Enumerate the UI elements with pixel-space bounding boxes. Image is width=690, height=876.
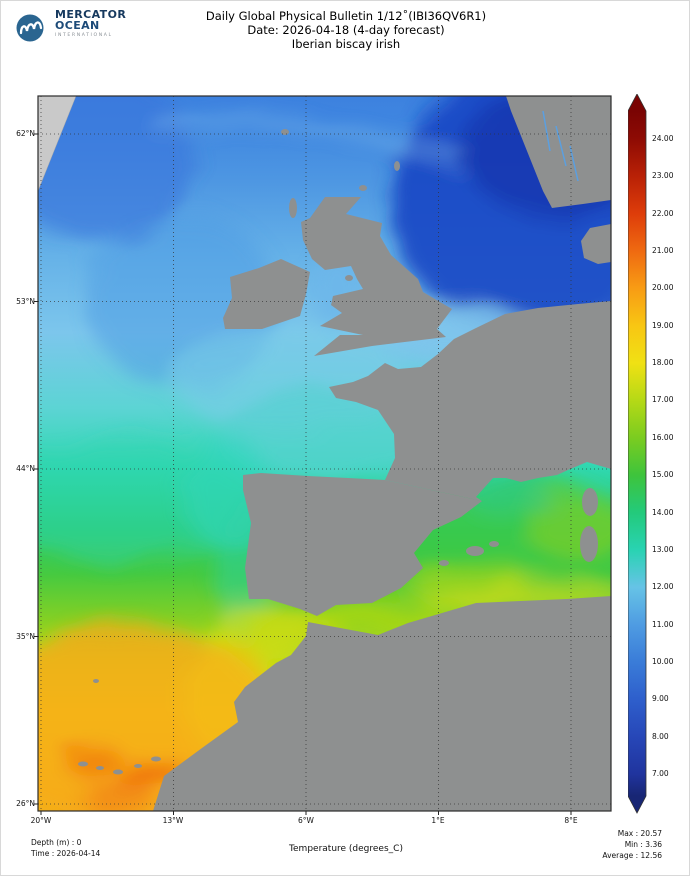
colorbar-tick-labels: 24.00 23.00 22.00 21.00 20.00 19.00 18.00 17.00… bbox=[652, 1, 689, 875]
y-tick-label: 35°N bbox=[16, 632, 35, 641]
variable-label: Temperature (degrees_C) bbox=[289, 844, 403, 854]
title-line-1: Daily Global Physical Bulletin 1/12˚(IBI… bbox=[205, 9, 487, 23]
y-tick-label: 44°N bbox=[16, 464, 35, 473]
colorbar-tick-label: 20.00 bbox=[652, 283, 674, 293]
colorbar-tick-label: 12.00 bbox=[652, 582, 674, 592]
sst-map bbox=[34, 95, 612, 815]
axis-tick-marks bbox=[34, 133, 572, 815]
x-tick-label: 13°W bbox=[162, 816, 184, 825]
colorbar-tick-label: 23.00 bbox=[652, 171, 674, 181]
colorbar bbox=[628, 94, 647, 814]
colorbar-tick-label: 17.00 bbox=[652, 395, 674, 405]
land-norway bbox=[506, 96, 611, 208]
colorbar-tick-label: 8.00 bbox=[652, 731, 669, 741]
colorbar-tick-label: 21.00 bbox=[652, 246, 674, 256]
y-tick-label: 53°N bbox=[16, 297, 35, 306]
colorbar-tick-label: 11.00 bbox=[652, 619, 674, 629]
islands bbox=[78, 129, 598, 775]
min-label: Min : 3.36 bbox=[624, 840, 662, 849]
colorbar-tick-label: 22.00 bbox=[652, 208, 674, 218]
colorbar-tick-label: 7.00 bbox=[652, 768, 669, 778]
x-tick-label: 20°W bbox=[30, 816, 52, 825]
title-line-2: Date: 2026-04-18 (4-day forecast) bbox=[247, 23, 445, 37]
mercator-wave-icon bbox=[16, 14, 44, 42]
land-ireland bbox=[223, 259, 310, 329]
land-north-africa bbox=[153, 596, 611, 811]
brand-line-3: INTERNATIONAL bbox=[55, 33, 113, 38]
landmasses bbox=[78, 96, 611, 811]
colorbar-tick-label: 14.00 bbox=[652, 507, 674, 517]
y-tick-label: 26°N bbox=[16, 799, 35, 808]
map-frame bbox=[37, 95, 612, 812]
ocean-eddies bbox=[38, 96, 611, 811]
y-tick-label: 62°N bbox=[16, 129, 35, 138]
brand-line-2: OCEAN bbox=[55, 19, 100, 32]
x-tick-label: 6°W bbox=[298, 816, 314, 825]
colorbar-tick-label: 9.00 bbox=[652, 694, 669, 704]
average-label: Average : 12.56 bbox=[602, 851, 662, 860]
land-iberia bbox=[243, 473, 482, 616]
mercator-ocean-logo: MERCATOR OCEAN INTERNATIONAL bbox=[11, 9, 126, 47]
land-great-britain bbox=[301, 197, 452, 356]
depth-label: Depth (m) : 0 bbox=[31, 838, 82, 847]
out-of-domain-corner bbox=[38, 96, 77, 192]
colorbar-tick-label: 24.00 bbox=[652, 134, 674, 143]
colorbar-tick-label: 10.00 bbox=[652, 656, 674, 666]
time-label: Time : 2026-04-14 bbox=[31, 849, 101, 858]
colorbar-tick-label: 13.00 bbox=[652, 544, 674, 554]
colorbar-tick-label: 19.00 bbox=[652, 320, 674, 330]
x-tick-label: 1°E bbox=[431, 816, 445, 825]
colorbar-tick-label: 16.00 bbox=[652, 432, 674, 442]
colorbar-tick-label: 18.00 bbox=[652, 358, 674, 368]
fjords bbox=[542, 110, 579, 182]
brand-line-1: MERCATOR bbox=[55, 8, 127, 21]
title-line-3: Iberian biscay irish bbox=[291, 37, 401, 51]
colorbar-tick-label: 15.00 bbox=[652, 470, 674, 480]
land-continental-europe bbox=[329, 301, 611, 501]
brand-text: MERCATOR OCEAN INTERNATIONAL bbox=[55, 9, 126, 39]
max-label: Max : 20.57 bbox=[617, 829, 662, 838]
x-tick-label: 8°E bbox=[564, 816, 578, 825]
land-denmark bbox=[581, 224, 611, 264]
